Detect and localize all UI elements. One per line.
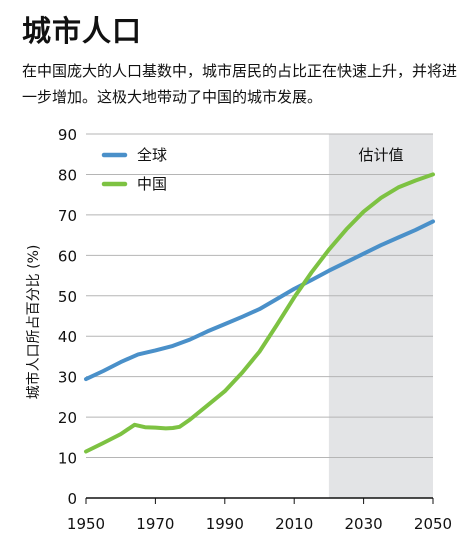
chart-title: 城市人口 xyxy=(22,14,143,48)
projection-label: 估计值 xyxy=(358,146,403,164)
y-tick-label: 20 xyxy=(58,409,77,427)
y-tick-label: 70 xyxy=(58,207,77,225)
y-tick-label: 80 xyxy=(58,166,77,184)
x-tick-label: 2010 xyxy=(275,515,313,533)
y-tick-label: 10 xyxy=(58,450,77,468)
x-tick-label: 2030 xyxy=(345,515,383,533)
y-tick-label: 0 xyxy=(67,490,77,508)
y-tick-label: 30 xyxy=(58,369,77,387)
series-line-global xyxy=(84,219,435,382)
y-tick-label: 60 xyxy=(58,247,77,265)
projection-region xyxy=(328,134,433,498)
chart-subtitle: 在中国庞大的人口基数中，城市居民的占比正在快速上升，并将进一步增加。这极大地带动… xyxy=(22,62,458,106)
x-tick-label: 1990 xyxy=(206,515,244,533)
x-tick-label: 2050 xyxy=(414,515,452,533)
legend-label: 中国 xyxy=(137,175,167,193)
series-line-china xyxy=(84,172,435,454)
x-tick-label: 1950 xyxy=(67,515,105,533)
legend-label: 全球 xyxy=(137,146,167,164)
y-tick-label: 90 xyxy=(58,126,77,144)
y-axis-label: 城市人口所占百分比 (%) xyxy=(25,245,42,400)
y-tick-label: 50 xyxy=(58,288,77,306)
y-tick-label: 40 xyxy=(58,328,77,346)
x-tick-label: 1970 xyxy=(136,515,174,533)
